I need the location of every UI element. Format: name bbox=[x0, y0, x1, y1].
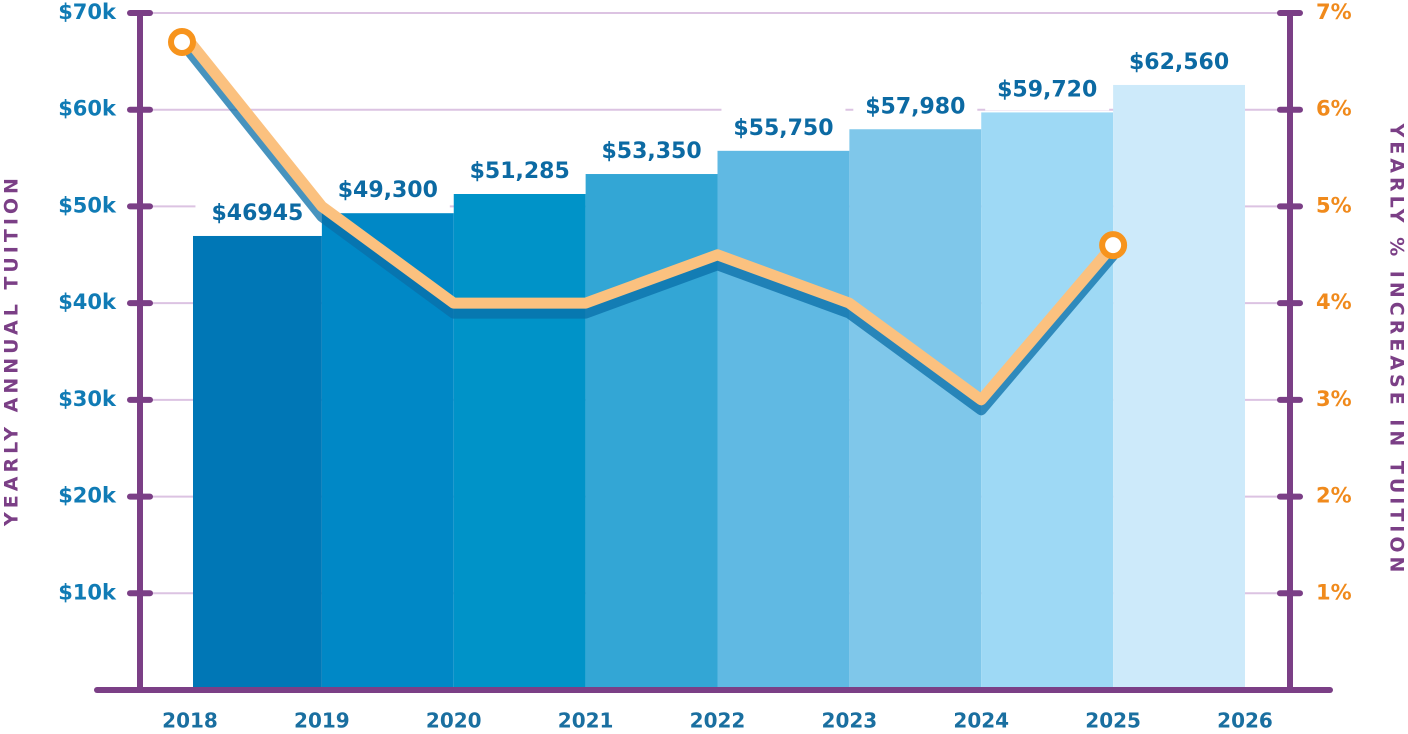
y2-tick-label: 5% bbox=[1316, 193, 1352, 217]
y-tick-label: $50k bbox=[58, 193, 117, 217]
y2-tick-label: 6% bbox=[1316, 97, 1352, 121]
y-axis-title: YEARLY ANNUAL TUITION bbox=[1, 174, 23, 527]
value-label-bg bbox=[721, 104, 846, 149]
x-tick-label: 2018 bbox=[162, 709, 218, 733]
bar bbox=[193, 235, 322, 690]
y-tick-label: $70k bbox=[58, 0, 117, 24]
value-label-bg bbox=[195, 189, 320, 234]
bar bbox=[1113, 84, 1245, 690]
value-label: $57,980 bbox=[865, 94, 965, 119]
line-shadow bbox=[185, 48, 1118, 416]
x-tick-label: 2019 bbox=[294, 709, 350, 733]
y2-tick-label: 3% bbox=[1316, 387, 1352, 411]
bar bbox=[717, 150, 850, 690]
value-label-bg bbox=[325, 167, 450, 212]
value-label-bg bbox=[985, 66, 1110, 111]
y2-tick-label: 4% bbox=[1316, 290, 1352, 314]
bar bbox=[453, 194, 586, 690]
value-label: $62,560 bbox=[1129, 50, 1229, 75]
value-label-bg bbox=[589, 128, 714, 173]
x-tick-label: 2023 bbox=[822, 709, 878, 733]
bar bbox=[981, 112, 1114, 690]
value-label: $59,720 bbox=[997, 77, 1097, 102]
value-label: $46945 bbox=[212, 201, 304, 226]
y2-tick-label: 1% bbox=[1316, 580, 1352, 604]
y-tick-label: $30k bbox=[58, 387, 117, 411]
x-tick-label: 2022 bbox=[690, 709, 746, 733]
value-label: $49,300 bbox=[338, 178, 438, 203]
value-label: $53,350 bbox=[601, 139, 701, 164]
value-label: $55,750 bbox=[733, 116, 833, 141]
y-tick-label: $10k bbox=[58, 580, 117, 604]
bar bbox=[585, 174, 718, 690]
value-label-bg bbox=[853, 83, 978, 128]
y2-axis-title: YEARLY % INCREASE IN TUITION bbox=[1386, 123, 1408, 577]
y-tick-label: $40k bbox=[58, 290, 117, 314]
y2-tick-label: 2% bbox=[1316, 484, 1352, 508]
y-tick-label: $20k bbox=[58, 484, 117, 508]
value-label: $51,285 bbox=[470, 159, 570, 184]
x-tick-label: 2024 bbox=[953, 709, 1009, 733]
x-tick-label: 2025 bbox=[1085, 709, 1141, 733]
y2-tick-label: 7% bbox=[1316, 0, 1352, 24]
line-marker bbox=[168, 28, 196, 57]
x-tick-label: 2021 bbox=[558, 709, 614, 733]
x-tick-label: 2020 bbox=[426, 709, 482, 733]
value-label-bg bbox=[457, 148, 582, 193]
value-label-bg bbox=[1117, 38, 1242, 83]
bar bbox=[849, 129, 982, 691]
x-tick-label: 2026 bbox=[1217, 709, 1273, 733]
line bbox=[185, 38, 1118, 406]
y-tick-label: $60k bbox=[58, 97, 117, 121]
line-marker bbox=[1099, 231, 1128, 260]
